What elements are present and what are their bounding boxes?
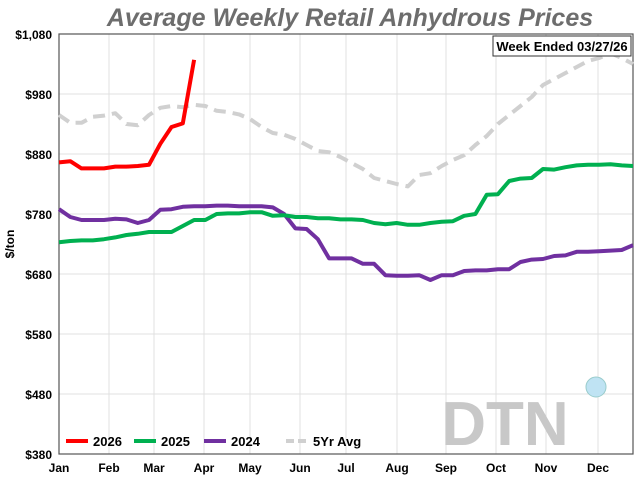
series-line-5yr-avg (57, 51, 634, 189)
y-tick-label: $880 (25, 148, 52, 162)
x-tick-label: Jul (337, 461, 354, 475)
annotation-box (492, 35, 632, 57)
x-tick-label: Aug (385, 461, 408, 475)
y-tick-label: $780 (25, 208, 52, 222)
y-tick-label: $380 (25, 448, 52, 462)
annotation-text: Week Ended 03/27/26 (496, 39, 627, 54)
y-tick-label: $480 (25, 388, 52, 402)
legend-label: 2025 (161, 434, 190, 449)
legend-label: 2024 (231, 434, 261, 449)
legend-label: 5Yr Avg (313, 434, 361, 449)
x-tick-label: Oct (486, 461, 506, 475)
x-tick-label: Mar (143, 461, 165, 475)
series-line-2026 (58, 59, 197, 171)
dtn-logo: DTN (441, 390, 568, 459)
legend-label: 2026 (93, 434, 122, 449)
y-axis-label: $/ton (3, 230, 17, 259)
x-tick-label: Jan (49, 461, 70, 475)
y-tick-label: $580 (25, 328, 52, 342)
x-tick-label: Dec (587, 461, 609, 475)
x-tick-label: Nov (535, 461, 558, 475)
y-tick-label: $1,080 (15, 28, 52, 42)
x-tick-label: Sep (435, 461, 457, 475)
x-tick-label: Feb (98, 461, 119, 475)
plot-border (58, 33, 634, 455)
series-line-2025 (58, 162, 634, 245)
series-line-2024 (57, 203, 634, 282)
chart-title: Average Weekly Retail Anhydrous Prices (106, 4, 594, 32)
logo-globe-icon (585, 376, 607, 398)
x-tick-label: Jun (289, 461, 310, 475)
x-tick-label: May (238, 461, 262, 475)
x-tick-label: Apr (194, 461, 215, 475)
y-tick-label: $680 (25, 268, 52, 282)
y-tick-label: $980 (25, 88, 52, 102)
